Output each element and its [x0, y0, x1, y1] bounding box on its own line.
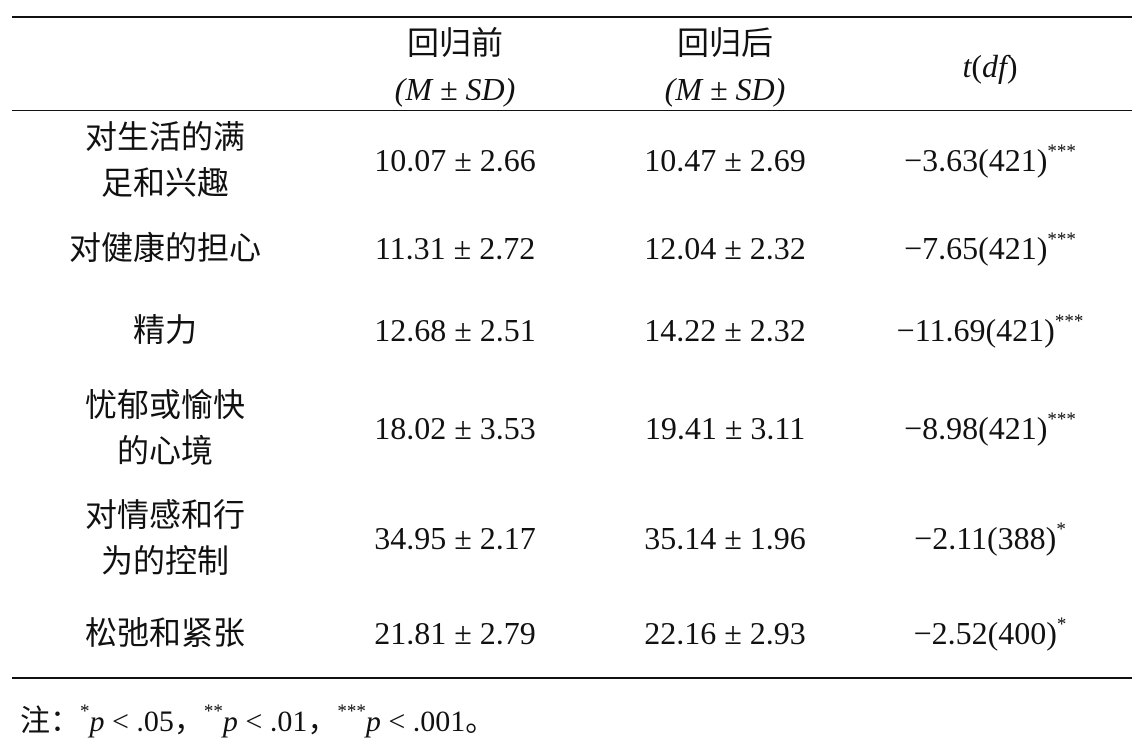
row-label-line: 为的控制: [100, 543, 230, 579]
table-cell: 18.02 ± 3.53: [374, 405, 536, 451]
header-cell: 回归后 (M ± SD): [665, 20, 786, 112]
header-part: df: [982, 48, 1007, 84]
note-sep: 。: [465, 705, 496, 738]
note-var: p: [89, 705, 105, 738]
table-cell: 22.16 ± 2.93: [644, 610, 806, 656]
header-sub: (M ± SD): [664, 71, 786, 107]
significance: ***: [1054, 311, 1084, 332]
cell-value: 10.47 ± 2.69: [644, 142, 806, 178]
note-prefix: 注：: [20, 705, 80, 738]
note-sep: ，: [307, 705, 338, 738]
table-cell: 12.04 ± 2.32: [644, 225, 806, 271]
table-cell: −8.98(421)***: [904, 405, 1076, 451]
cell-value: 11.31 ± 2.72: [374, 230, 536, 266]
header-title: 回归前: [406, 25, 504, 61]
header-cell: t(df): [962, 43, 1017, 89]
table-cell: 19.41 ± 3.11: [645, 405, 805, 451]
row-label: 对情感和行 为的控制: [85, 492, 245, 584]
row-label-line: 忧郁或愉快: [84, 387, 246, 423]
table-cell: 14.22 ± 2.32: [644, 307, 806, 353]
note-var: p: [222, 705, 238, 738]
row-label: 松弛和紧张: [85, 610, 245, 656]
row-label-line: 对健康的担心: [68, 230, 262, 266]
table-cell: −2.11(388)*: [914, 515, 1066, 561]
cell-value: 21.81 ± 2.79: [374, 615, 536, 651]
significance: *: [1056, 519, 1066, 540]
header-rule: [12, 110, 1132, 111]
header-title: 回归后: [676, 25, 774, 61]
table-cell: 11.31 ± 2.72: [375, 225, 535, 271]
row-label-line: 对情感和行: [84, 497, 246, 533]
table-cell: 12.68 ± 2.51: [374, 307, 536, 353]
note-sig: *: [80, 701, 90, 722]
table-cell: 21.81 ± 2.79: [374, 610, 536, 656]
cell-value: 14.22 ± 2.32: [644, 312, 806, 348]
cell-value: 19.41 ± 3.11: [644, 410, 806, 446]
t-value: −2.11(388): [914, 520, 1057, 556]
cell-value: 22.16 ± 2.93: [644, 615, 806, 651]
header-part: t: [962, 48, 972, 84]
note-cond: < .05: [104, 705, 174, 738]
note-sig: **: [203, 701, 223, 722]
cell-value: 34.95 ± 2.17: [374, 520, 536, 556]
row-label-line: 足和兴趣: [100, 165, 230, 201]
t-value: −11.69(421): [896, 312, 1055, 348]
header-sub: (M ± SD): [394, 71, 516, 107]
note-cond: < .01: [237, 705, 308, 738]
t-value: −8.98(421): [904, 410, 1048, 446]
row-label: 忧郁或愉快 的心境: [85, 382, 245, 474]
row-label-line: 的心境: [116, 433, 214, 469]
row-label-line: 精力: [132, 312, 198, 348]
table-cell: −2.52(400)*: [914, 610, 1067, 656]
row-label: 对生活的满 足和兴趣: [85, 114, 245, 206]
table-cell: 10.47 ± 2.69: [644, 137, 806, 183]
cell-value: 35.14 ± 1.96: [644, 520, 806, 556]
row-label-line: 松弛和紧张: [84, 615, 246, 651]
cell-value: 12.68 ± 2.51: [374, 312, 536, 348]
t-value: −7.65(421): [904, 230, 1048, 266]
significance: ***: [1047, 409, 1076, 430]
row-label: 对健康的担心: [69, 225, 261, 271]
t-value: −3.63(421): [904, 142, 1048, 178]
significance: ***: [1047, 141, 1076, 162]
note-sep: ，: [173, 705, 204, 738]
header-cell: 回归前 (M ± SD): [395, 20, 516, 112]
table-cell: −3.63(421)***: [904, 137, 1076, 183]
significance: ***: [1047, 229, 1076, 250]
t-value: −2.52(400): [913, 615, 1057, 651]
row-label: 精力: [133, 307, 197, 353]
header-part: (: [971, 48, 982, 84]
footnote: 注：*p < .05，**p < .01，***p < .001。: [20, 700, 495, 744]
row-label-line: 对生活的满: [84, 119, 246, 155]
significance: *: [1056, 614, 1067, 635]
cell-value: 10.07 ± 2.66: [374, 142, 536, 178]
header-part: ): [1006, 48, 1018, 84]
cell-value: 12.04 ± 2.32: [644, 230, 806, 266]
note-sig: ***: [337, 701, 366, 722]
top-rule: [12, 16, 1132, 18]
table-cell: −11.69(421)***: [897, 307, 1084, 353]
table-cell: 35.14 ± 1.96: [644, 515, 806, 561]
table-cell: 34.95 ± 2.17: [374, 515, 536, 561]
bottom-rule: [12, 677, 1132, 679]
note-var: p: [365, 705, 381, 738]
table-cell: −7.65(421)***: [904, 225, 1076, 271]
table-cell: 10.07 ± 2.66: [374, 137, 536, 183]
note-cond: < .001: [380, 705, 466, 738]
cell-value: 18.02 ± 3.53: [374, 410, 536, 446]
